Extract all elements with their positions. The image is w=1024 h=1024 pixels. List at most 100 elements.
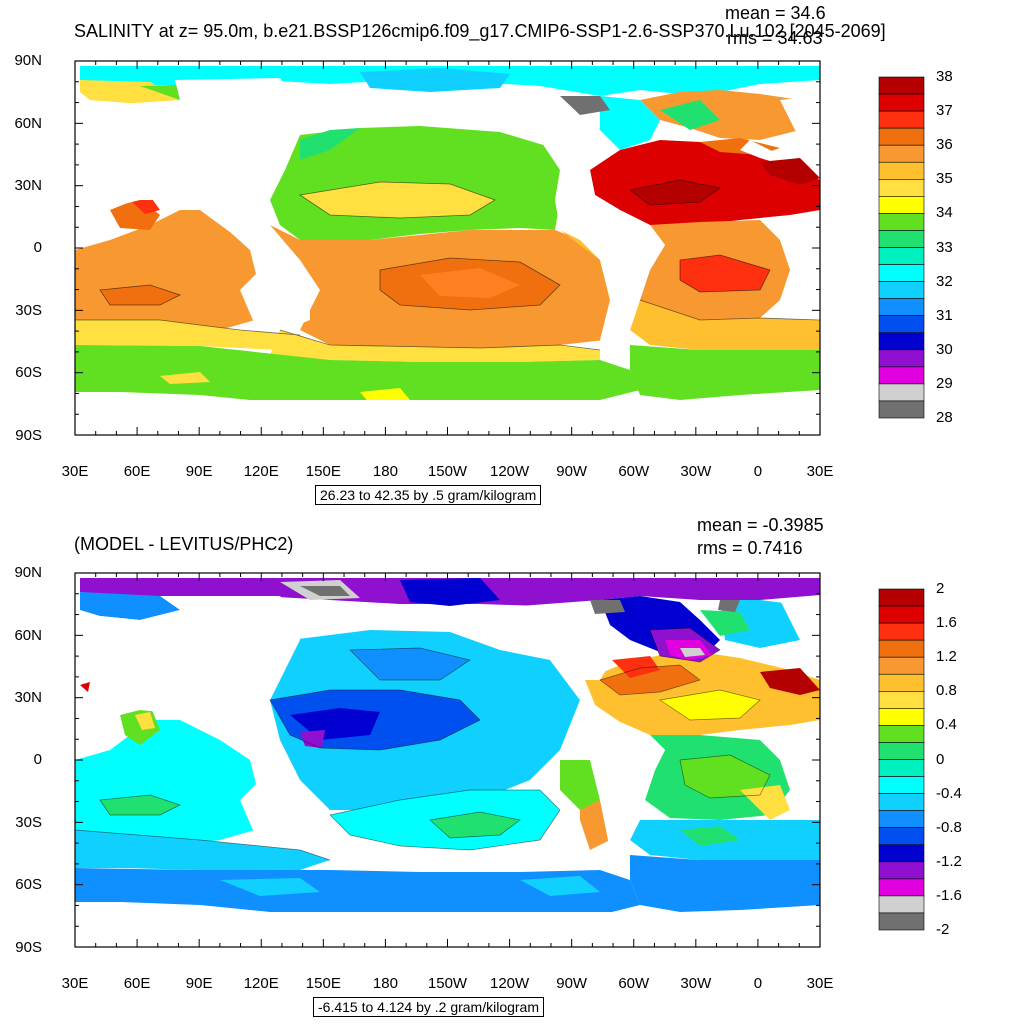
colorbar-box <box>878 588 925 607</box>
salinity-range-box: 26.23 to 42.35 by .5 gram/kilogram <box>315 485 542 505</box>
colorbar-label: -0.8 <box>936 818 962 836</box>
colorbar-label: 36 <box>936 136 953 154</box>
colorbar-label: -1.2 <box>936 852 962 870</box>
colorbar-box <box>878 656 925 675</box>
lon-label: 180 <box>372 463 398 480</box>
lon-label: 60W <box>618 975 650 992</box>
colorbar-box <box>878 690 925 709</box>
lon-label: 30E <box>806 463 834 480</box>
colorbar-box <box>878 383 925 402</box>
lat-label: 0 <box>33 239 42 256</box>
lat-label: 0 <box>33 751 42 768</box>
colorbar-box <box>878 793 925 811</box>
lon-label: 90E <box>185 975 213 992</box>
colorbar-box <box>878 861 925 880</box>
lon-label: 90W <box>556 975 588 992</box>
colorbar-box <box>878 400 925 419</box>
difference-rms-label: rms = 0.7416 <box>697 538 803 558</box>
lon-label: 90E <box>185 463 213 480</box>
colorbar-box <box>878 844 925 863</box>
colorbar-box <box>878 332 925 351</box>
lon-label: 90W <box>556 463 588 480</box>
axis-ticks <box>74 60 821 948</box>
colorbar-box <box>878 673 925 692</box>
colorbar-box <box>878 196 925 214</box>
colorbar-label: 30 <box>936 340 953 358</box>
colorbar-box <box>878 605 925 624</box>
colorbar-label: 0.4 <box>936 716 957 734</box>
colorbar-label: 33 <box>936 238 953 256</box>
colorbar-box <box>878 622 925 641</box>
lon-label: 60E <box>123 975 151 992</box>
colorbar-box <box>878 827 925 846</box>
colorbar-label: 0.8 <box>936 682 957 700</box>
colorbar-label: 1.2 <box>936 648 957 666</box>
colorbar-label: 32 <box>936 272 953 290</box>
colorbar-box <box>878 639 925 658</box>
lon-label: 120W <box>489 975 530 992</box>
colorbar-box <box>878 349 925 368</box>
lon-label: 150W <box>427 463 468 480</box>
colorbar-label: 38 <box>936 68 953 85</box>
lat-label: 60S <box>15 364 42 381</box>
lon-label: 120W <box>489 463 530 480</box>
colorbar-box <box>878 213 925 231</box>
difference-range-box: -6.415 to 4.124 by .2 gram/kilogram <box>313 997 545 1017</box>
colorbar-box <box>878 708 925 726</box>
salinity-mean-label: mean = 34.6 <box>725 3 826 23</box>
colorbar-box <box>878 810 925 829</box>
colorbar-box <box>878 230 925 248</box>
lat-label: 30N <box>14 689 42 706</box>
lon-label: 30E <box>61 975 89 992</box>
lon-label: 180 <box>372 975 398 992</box>
difference-map-title: (MODEL - LEVITUS/PHC2) <box>74 534 294 554</box>
lat-label: 90S <box>15 427 42 444</box>
lon-label: 120E <box>243 463 279 480</box>
lat-label: 90S <box>15 939 42 956</box>
colorbar-label: -0.4 <box>936 784 962 802</box>
colorbar-box <box>878 315 925 334</box>
salinity-map <box>75 61 820 435</box>
lon-label: 150W <box>427 975 468 992</box>
colorbar-box <box>878 161 925 180</box>
colorbar-box <box>878 366 925 385</box>
colorbar-box <box>878 110 925 129</box>
lon-label: 150E <box>305 975 341 992</box>
colorbar-label: -2 <box>936 921 950 938</box>
colorbar-box <box>878 76 925 95</box>
lon-label: 30W <box>680 975 712 992</box>
colorbar-label: 28 <box>936 409 953 426</box>
colorbar-box <box>878 127 925 146</box>
lat-label: 30S <box>15 302 42 319</box>
colorbar-label: 37 <box>936 102 953 120</box>
colorbar-box <box>878 725 925 743</box>
colorbar-label: 35 <box>936 170 953 188</box>
colorbar-box <box>878 93 925 112</box>
colorbar-label: 29 <box>936 374 953 392</box>
colorbar-box <box>878 144 925 163</box>
lat-label: 60S <box>15 876 42 893</box>
difference-mean-label: mean = -0.3985 <box>697 515 824 535</box>
colorbar-box <box>878 179 925 197</box>
colorbar-label: 2 <box>936 580 945 597</box>
colorbar-label: 0 <box>936 750 945 768</box>
lon-label: 150E <box>305 463 341 480</box>
colorbar-box <box>878 247 925 265</box>
colorbar-label: 34 <box>936 204 953 222</box>
colorbar-box <box>878 912 925 931</box>
colorbar-label: -1.6 <box>936 886 962 904</box>
colorbar-box <box>878 776 925 794</box>
salinity-map-title: SALINITY at z= 95.0m, b.e21.BSSP126cmip6… <box>74 21 886 41</box>
lat-label: 90N <box>14 52 42 69</box>
colorbar-box <box>878 264 925 282</box>
colorbar-box <box>878 281 925 299</box>
lon-label: 0 <box>753 463 763 480</box>
lat-label: 30N <box>14 177 42 194</box>
lat-label: 30S <box>15 814 42 831</box>
lon-label: 120E <box>243 975 279 992</box>
colorbar-box <box>878 298 925 316</box>
colorbar-label: 31 <box>936 306 953 324</box>
lat-label: 90N <box>14 564 42 581</box>
lon-label: 30W <box>680 463 712 480</box>
